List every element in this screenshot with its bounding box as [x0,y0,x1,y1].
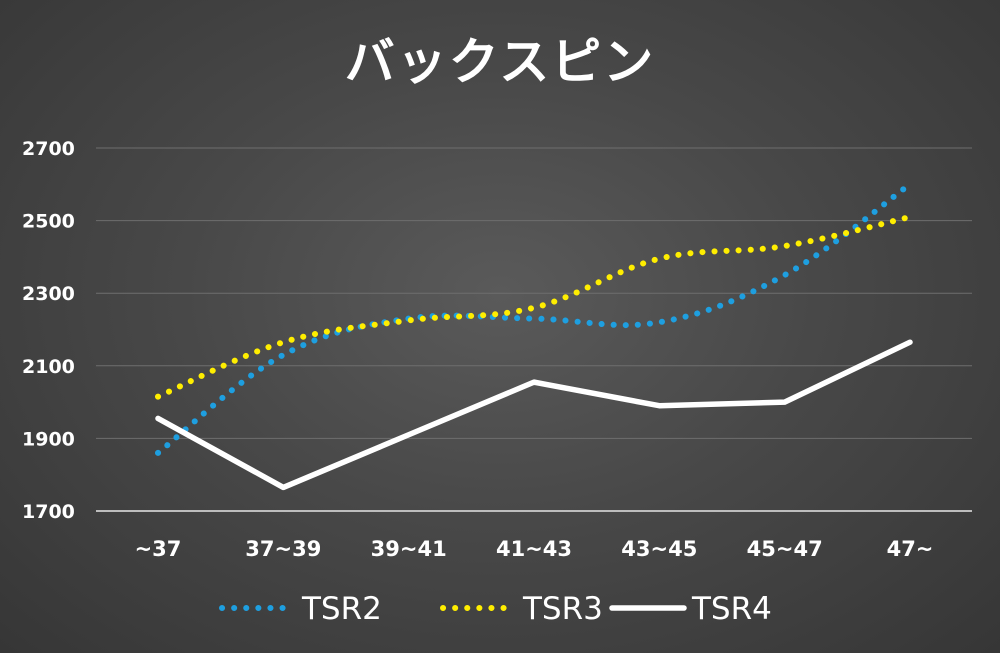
chart-title: バックスピン [344,33,656,91]
data-point-tsr3 [907,214,913,220]
data-point-tsr3 [155,394,161,400]
series-line-tsr3 [155,213,913,400]
data-point-tsr2 [782,272,788,278]
x-tick-label: ~37 [135,537,182,561]
legend-label-tsr2: TSR2 [301,591,382,627]
data-point-tsr4 [406,432,412,438]
data-point-tsr3 [656,256,662,262]
legend-label-tsr3: TSR3 [522,591,603,627]
data-point-tsr3 [782,243,788,249]
x-tick-label: 45~47 [747,537,823,561]
data-point-tsr4 [907,339,913,345]
y-tick-label: 1700 [22,501,75,523]
data-point-tsr2 [280,352,286,358]
data-point-tsr3 [280,339,286,345]
data-point-tsr3 [406,317,412,323]
data-point-tsr2 [656,319,662,325]
data-point-tsr3 [531,305,537,311]
x-tick-label: 41~43 [496,537,572,561]
data-point-tsr2 [155,450,161,456]
y-tick-label: 2300 [22,283,75,305]
x-tick-label: 37~39 [245,537,321,561]
series-line-tsr4 [155,339,913,491]
y-tick-label: 2100 [22,356,75,378]
data-point-tsr2 [907,181,913,187]
data-point-tsr4 [280,484,286,490]
data-point-tsr2 [531,316,537,322]
data-point-tsr4 [782,399,788,405]
series-line-tsr2 [155,181,913,456]
y-tick-label: 2500 [22,211,75,233]
data-point-tsr4 [155,415,161,421]
data-point-tsr4 [656,403,662,409]
y-tick-label: 2700 [22,138,75,160]
x-tick-label: 43~45 [621,537,697,561]
y-tick-label: 1900 [22,428,75,450]
x-tick-label: 39~41 [371,537,447,561]
x-tick-label: 47~ [887,537,934,561]
data-point-tsr4 [531,379,537,385]
legend-label-tsr4: TSR4 [691,591,772,627]
